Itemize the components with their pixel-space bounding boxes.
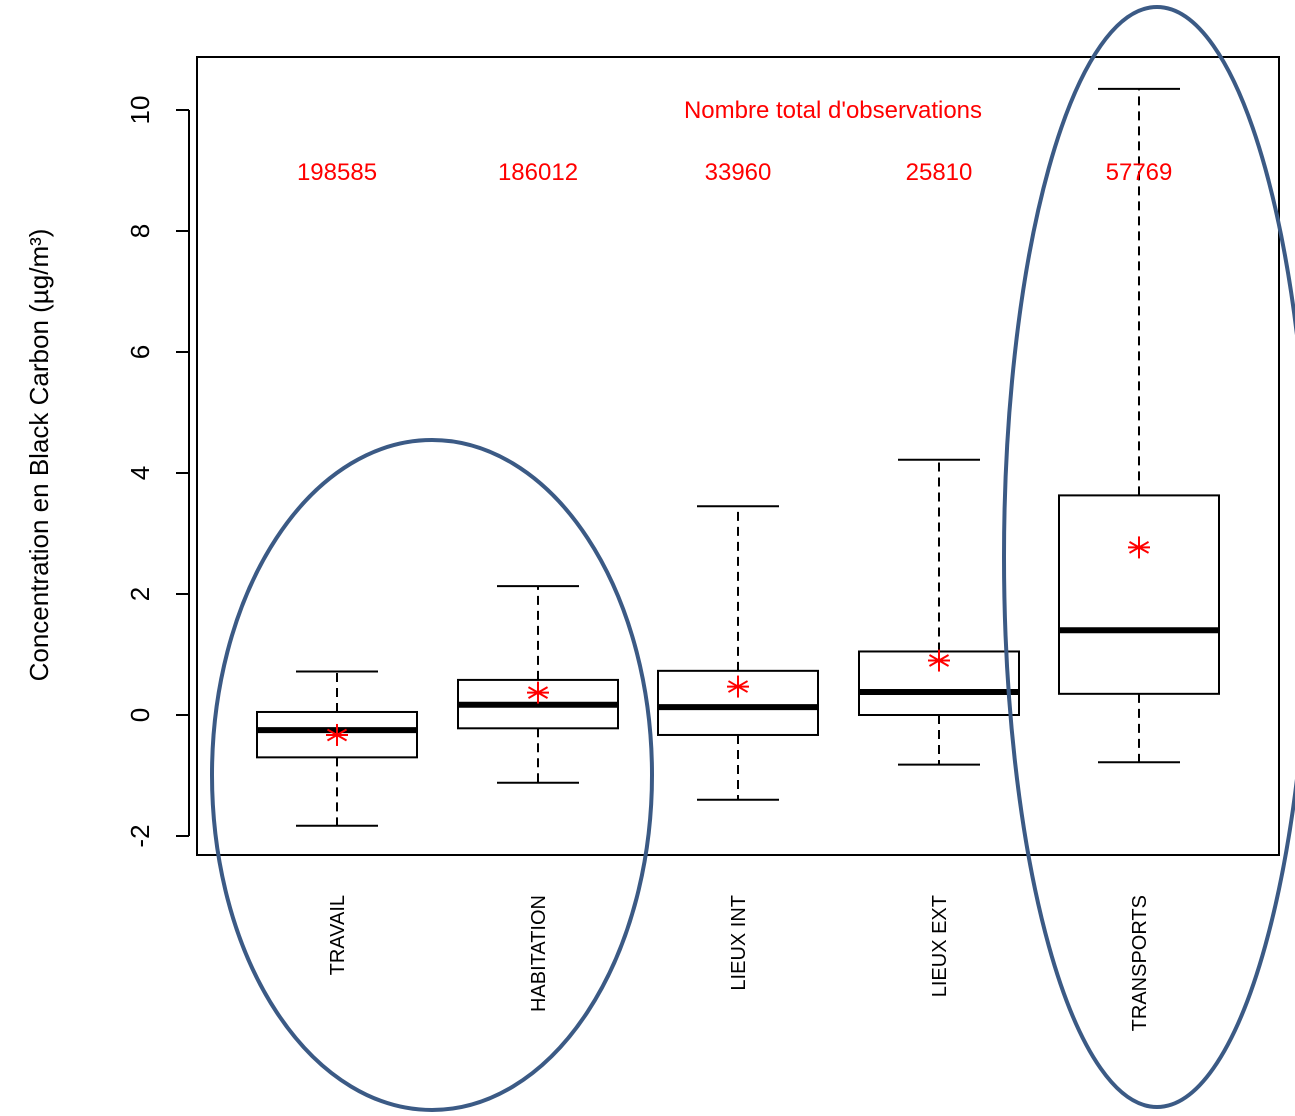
observation-count: 198585 — [297, 159, 377, 186]
highlight-ellipse-travail-habitation — [210, 438, 654, 1112]
highlight-ellipse-transports — [1002, 5, 1295, 1109]
observation-count: 186012 — [498, 159, 578, 186]
box-group-habitation — [457, 585, 619, 784]
y-tick-label: 0 — [125, 708, 155, 722]
category-label: LIEUX EXT — [929, 895, 951, 997]
iqr-box — [256, 710, 418, 759]
iqr-box — [1058, 494, 1220, 695]
boxes-layer — [256, 87, 1220, 827]
category-label: TRAVAIL — [327, 895, 349, 975]
observation-count: 25810 — [906, 159, 973, 186]
observations-title: Nombre total d'observations — [684, 97, 982, 124]
box-group-transports — [1058, 87, 1220, 764]
y-tick-label: 2 — [125, 587, 155, 601]
category-label: LIEUX INT — [728, 895, 750, 991]
observation-count: 33960 — [705, 159, 772, 186]
highlight-ellipses — [210, 5, 1295, 1112]
observation-count: 57769 — [1106, 159, 1173, 186]
box-group-lieux-ext — [858, 458, 1020, 766]
plot-frame — [196, 56, 1280, 856]
mean-marker — [527, 681, 549, 704]
mean-marker — [1128, 536, 1150, 559]
y-axis-title: Concentration en Black Carbon (µg/m³) — [24, 229, 54, 682]
y-tick-label: 6 — [125, 345, 155, 359]
category-label: TRANSPORTS — [1129, 895, 1151, 1031]
box-group-travail — [256, 670, 418, 827]
y-axis: -2 0 2 4 6 8 10 — [125, 96, 190, 848]
category-label: HABITATION — [528, 895, 550, 1012]
y-tick-label: 8 — [125, 224, 155, 238]
box-group-lieux-int — [657, 505, 819, 801]
y-tick-label: 4 — [125, 466, 155, 480]
mean-marker — [928, 649, 950, 672]
mean-marker — [326, 723, 348, 746]
x-axis-labels: TRAVAIL HABITATION LIEUX INT LIEUX EXT TRANS… — [327, 895, 1151, 1031]
y-tick-label: -2 — [125, 824, 155, 847]
observations-layer: Nombre total d'observations 198585 186012… — [297, 97, 1172, 186]
y-tick-label: 10 — [125, 96, 155, 125]
mean-marker — [727, 675, 749, 698]
